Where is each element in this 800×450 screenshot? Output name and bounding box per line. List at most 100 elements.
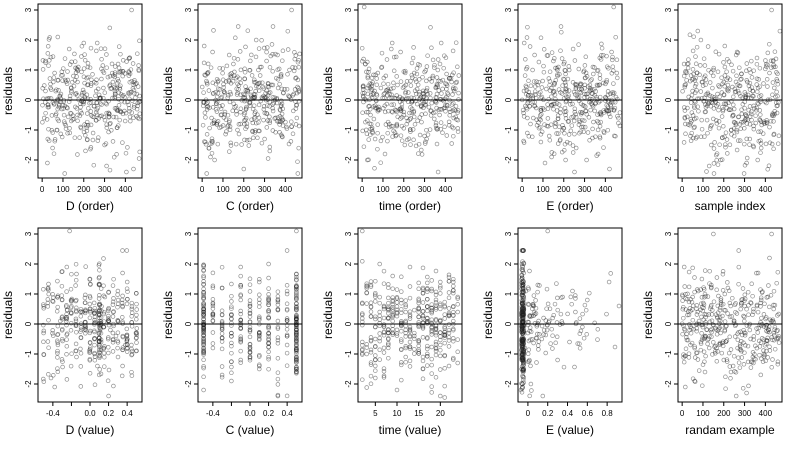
scatter-point (72, 59, 78, 64)
scatter-point (521, 279, 526, 285)
scatter-point (412, 88, 418, 94)
scatter-point (608, 91, 613, 97)
scatter-point (681, 264, 687, 270)
scatter-point (766, 163, 772, 169)
scatter-point (572, 364, 577, 370)
scatter-point (772, 85, 777, 91)
x-tick-label: 400 (759, 185, 773, 194)
scatter-point (205, 61, 211, 67)
scatter-point (728, 347, 734, 352)
scatter-point (536, 91, 542, 96)
scatter-point (294, 339, 299, 344)
scatter-point (294, 277, 299, 282)
scatter-point (98, 286, 104, 291)
scatter-point (73, 261, 79, 267)
scatter-point (391, 54, 397, 60)
y-tick-label: 2 (664, 37, 673, 42)
scatter-point (433, 292, 439, 298)
scatter-point (214, 94, 220, 100)
scatter-point (105, 336, 111, 342)
scatter-point (82, 80, 87, 86)
scatter-point (270, 82, 276, 88)
scatter-point (239, 142, 244, 147)
scatter-point (229, 343, 234, 349)
scatter-point (438, 79, 443, 84)
x-tick-label: 0 (526, 409, 531, 418)
scatter-point (577, 316, 583, 321)
scatter-point (381, 75, 387, 81)
scatter-point (294, 102, 300, 108)
scatter-point (256, 128, 261, 134)
scatter-point (375, 146, 380, 152)
scatter-point (531, 293, 537, 298)
scatter-point (99, 76, 104, 82)
scatter-point (568, 294, 574, 300)
x-tick-label: 400 (599, 185, 613, 194)
scatter-point (210, 49, 215, 55)
scatter-point (521, 248, 526, 253)
scatter-point (435, 169, 441, 175)
scatter-point (553, 340, 558, 346)
scatter-point (366, 157, 371, 163)
scatter-point (455, 294, 460, 300)
scatter-point (731, 113, 736, 118)
scatter-point (401, 112, 406, 118)
scatter-point (574, 83, 579, 88)
scatter-point (78, 335, 84, 340)
scatter-point (742, 105, 747, 111)
scatter-point (454, 117, 459, 122)
scatter-point (404, 79, 410, 84)
scatter-point (68, 363, 74, 369)
scatter-point (235, 24, 241, 29)
scatter-point (575, 341, 580, 346)
scatter-point (424, 64, 430, 69)
scatter-point (535, 289, 540, 295)
scatter-point (129, 110, 135, 115)
scatter-point (751, 337, 756, 342)
scatter-point (601, 145, 606, 150)
scatter-point (690, 265, 695, 271)
scatter-point (417, 132, 423, 138)
scatter-point (294, 284, 299, 289)
scatter-point (758, 297, 764, 303)
scatter-point (295, 59, 301, 65)
scatter-point (243, 115, 249, 121)
scatter-point (201, 316, 206, 322)
scatter-point (259, 140, 265, 146)
scatter-point (772, 327, 777, 332)
scatter-point (120, 248, 125, 253)
scatter-point (393, 108, 399, 113)
scatter-point (247, 345, 253, 351)
scatter-point (413, 79, 419, 84)
scatter-point (218, 106, 224, 112)
scatter-point (551, 106, 556, 112)
scatter-point (403, 318, 408, 324)
scatter-point (102, 344, 107, 349)
scatter-point (731, 353, 737, 359)
scatter-point (46, 126, 51, 132)
scatter-point (580, 311, 585, 317)
scatter-point (690, 48, 696, 54)
x-tick-label: 20 (436, 409, 445, 418)
scatter-point (749, 58, 754, 64)
scatter-point (201, 90, 206, 95)
scatter-point (438, 347, 443, 353)
y-tick-label: 3 (24, 7, 33, 12)
scatter-point (227, 99, 233, 105)
scatter-point (269, 42, 275, 47)
scatter-point (112, 91, 118, 96)
scatter-point (273, 51, 278, 57)
scatter-point (136, 116, 142, 122)
scatter-point (420, 376, 426, 382)
scatter-point (267, 65, 273, 70)
scatter-point (739, 332, 745, 338)
scatter-point (219, 319, 225, 324)
scatter-point (680, 292, 685, 298)
scatter-point (238, 311, 243, 317)
scatter-point (527, 393, 532, 399)
scatter-point (55, 355, 60, 360)
scatter-point (416, 151, 421, 156)
scatter-point (108, 86, 113, 91)
scatter-point (403, 309, 408, 315)
scatter-point (567, 339, 572, 345)
